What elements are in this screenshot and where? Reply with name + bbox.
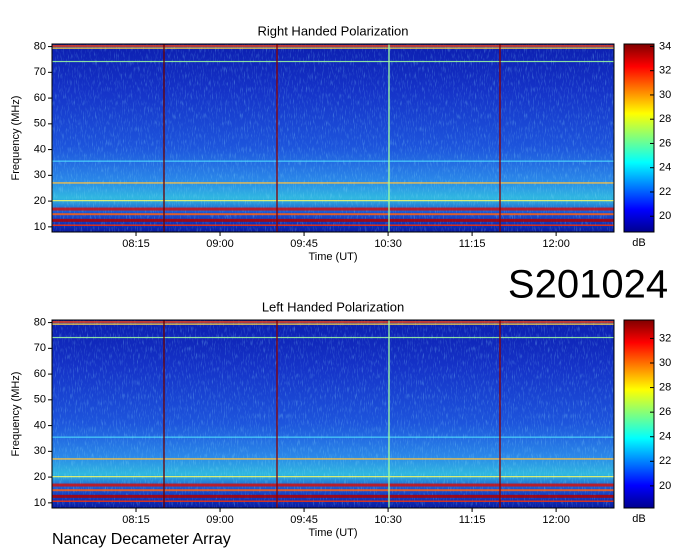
spectrogram-band xyxy=(52,483,614,487)
y-tick-label: 80 xyxy=(34,40,46,52)
colorbar-tick-label: 26 xyxy=(659,137,671,149)
observation-id: S201024 xyxy=(508,263,668,307)
colorbar-tick-label: 24 xyxy=(659,431,671,443)
spectrogram-band xyxy=(52,489,614,492)
spectrogram-band xyxy=(52,47,614,49)
colorbar-tick-label: 22 xyxy=(659,455,671,467)
spectrogram-band xyxy=(52,218,614,222)
x-tick-label: 10:30 xyxy=(374,514,402,526)
spectrogram-band xyxy=(52,44,614,47)
y-tick-label: 30 xyxy=(34,445,46,457)
colorbar-tick-label: 32 xyxy=(659,332,671,344)
y-tick-label: 10 xyxy=(34,497,46,509)
plot-title: Left Handed Polarization xyxy=(262,299,404,314)
colorbar-tick-label: 22 xyxy=(659,186,671,198)
x-tick-label: 12:00 xyxy=(542,514,570,526)
colorbar-tick-label: 28 xyxy=(659,381,671,393)
colorbar-tick-label: 30 xyxy=(659,357,671,369)
spectrogram-band xyxy=(52,458,614,460)
x-tick-label: 11:15 xyxy=(459,514,486,526)
colorbar-label: dB xyxy=(632,513,645,525)
colorbar-tick-label: 20 xyxy=(659,210,671,222)
spectrogram-noise xyxy=(52,320,614,508)
y-tick-label: 70 xyxy=(34,66,46,78)
colorbar-tick-label: 26 xyxy=(659,406,671,418)
y-tick-label: 30 xyxy=(34,169,46,181)
x-tick-label: 09:45 xyxy=(290,238,318,250)
spectrogram-band xyxy=(52,320,614,323)
y-tick-label: 80 xyxy=(34,316,46,328)
spectrogram-band xyxy=(52,336,614,339)
y-tick-label: 70 xyxy=(34,342,46,354)
colorbar-tick-label: 34 xyxy=(659,40,671,52)
spectrogram-band xyxy=(52,476,614,478)
plot-title: Right Handed Polarization xyxy=(257,23,408,38)
colorbar-tick-label: 32 xyxy=(659,65,671,77)
y-tick-label: 20 xyxy=(34,471,46,483)
y-axis-label: Frequency (MHz) xyxy=(10,96,22,181)
plot-frame xyxy=(51,319,615,509)
x-tick-label: 11:15 xyxy=(459,238,486,250)
colorbar xyxy=(623,43,655,233)
spectrogram-noise xyxy=(52,44,614,232)
y-axis-label: Frequency (MHz) xyxy=(10,372,22,457)
x-tick-label: 09:00 xyxy=(206,238,234,250)
x-axis-label: Time (UT) xyxy=(308,251,357,263)
y-tick-label: 20 xyxy=(34,195,46,207)
x-tick-label: 09:45 xyxy=(290,514,318,526)
x-tick-label: 09:00 xyxy=(206,514,234,526)
spectrogram-band xyxy=(52,160,614,162)
y-tick-label: 60 xyxy=(34,368,46,380)
y-tick-label: 40 xyxy=(34,419,46,431)
spectrogram-band xyxy=(52,323,614,325)
spectrogram-band xyxy=(52,500,614,502)
colorbar-tick-label: 28 xyxy=(659,113,671,125)
spectrogram-band xyxy=(52,200,614,202)
y-tick-label: 60 xyxy=(34,92,46,104)
spectrogram-band xyxy=(52,494,614,498)
colorbar-label: dB xyxy=(632,237,645,249)
instrument: Nancay Decameter Array xyxy=(52,531,231,548)
spectrogram-band xyxy=(52,436,614,438)
spectrogram-band xyxy=(52,182,614,184)
y-tick-label: 50 xyxy=(34,394,46,406)
y-tick-label: 10 xyxy=(34,221,46,233)
spectrogram-band xyxy=(52,213,614,216)
y-tick-label: 40 xyxy=(34,143,46,155)
spectrogram-band xyxy=(52,224,614,226)
colorbar-tick-label: 20 xyxy=(659,480,671,492)
colorbar-tick-label: 30 xyxy=(659,89,671,101)
colorbar xyxy=(623,319,655,509)
x-tick-label: 08:15 xyxy=(122,238,150,250)
y-tick-label: 50 xyxy=(34,118,46,130)
x-axis-label: Time (UT) xyxy=(308,527,357,539)
x-tick-label: 08:15 xyxy=(122,514,150,526)
spectrogram-band xyxy=(52,207,614,211)
x-tick-label: 10:30 xyxy=(374,238,402,250)
x-tick-label: 12:00 xyxy=(542,238,570,250)
plot-frame xyxy=(51,43,615,233)
colorbar-tick-label: 24 xyxy=(659,162,671,174)
spectrogram-band xyxy=(52,60,614,63)
